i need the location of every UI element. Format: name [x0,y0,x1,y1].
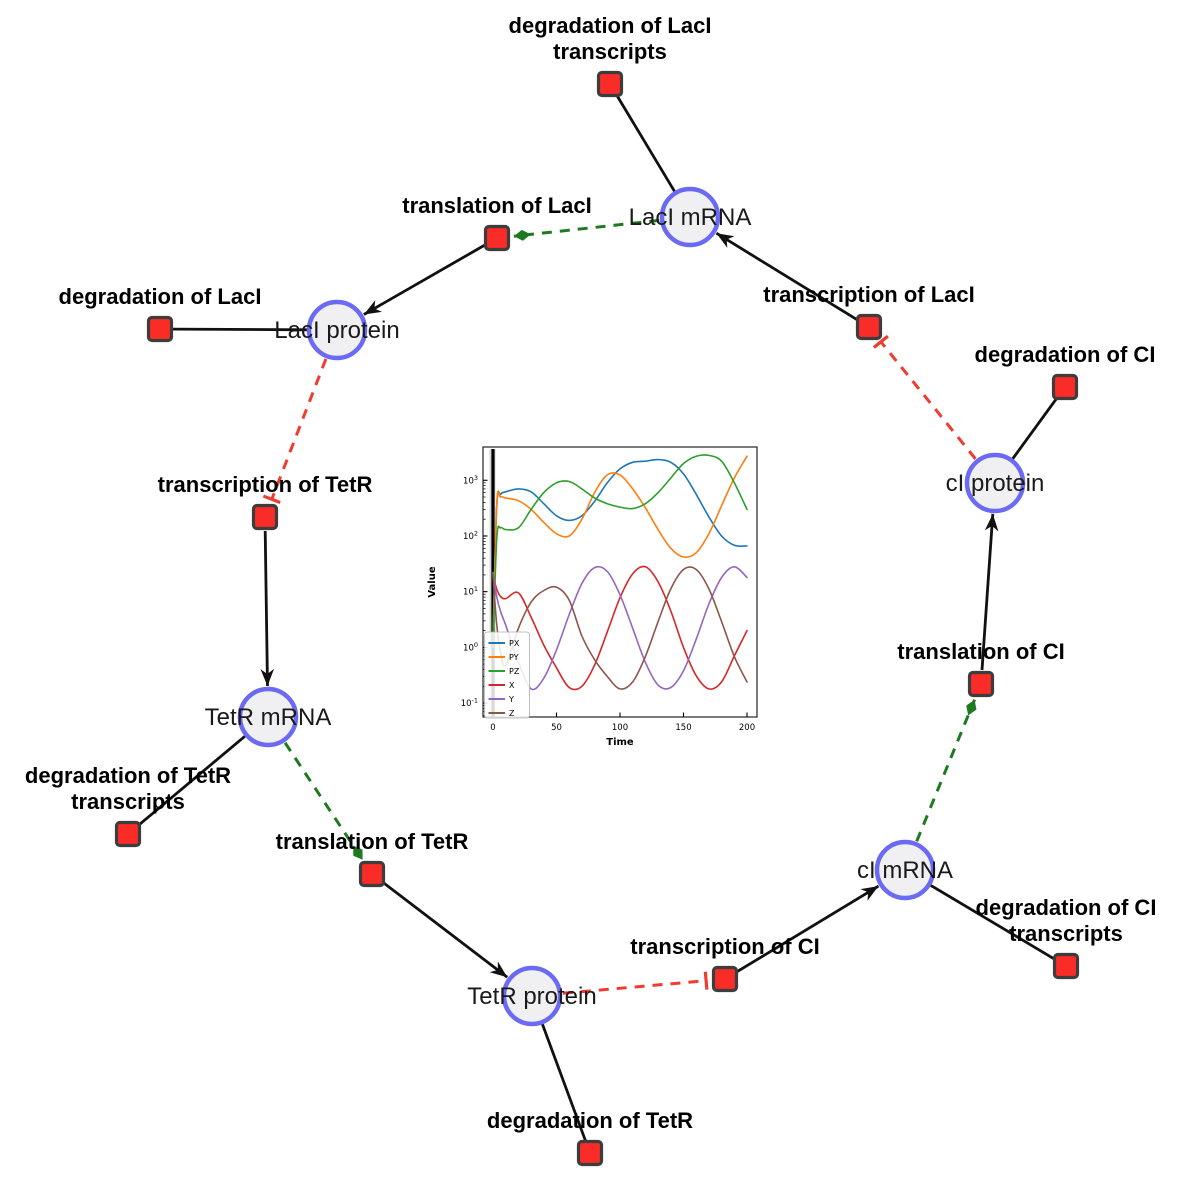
reaction-label-degradation-ci: degradation of CI [975,342,1156,367]
species-label-laci-protein: LacI protein [274,317,399,344]
reaction-node-degradation-laci[interactable] [146,315,174,343]
reaction-node-degradation-ci-transcripts[interactable] [1052,952,1080,980]
reaction-node-translation-ci[interactable] [967,670,995,698]
reaction-node-degradation-laci-transcripts[interactable] [596,70,624,98]
edge-product-transcription-ci-ci-mrna [736,884,880,973]
reaction-node-translation-tetr[interactable] [358,860,386,888]
edge-product-translation-tetr-tetr-protein [382,881,509,979]
edge-reactant-laci-protein-degradation-laci [172,327,308,332]
reaction-node-transcription-ci[interactable] [711,965,739,993]
legend-label-Z: Z [509,709,515,718]
species-node-tetr-protein[interactable] [501,965,563,1027]
reaction-label-translation-tetr: translation of TetR [276,829,469,854]
edge-reactant-ci-mrna-degradation-ci-transcripts [930,884,1056,961]
reaction-label-transcription-ci: transcription of CI [630,934,819,959]
legend-label-X: X [509,681,515,690]
edge-modifier-ci-mrna-translation-ci [915,699,977,842]
edge-modifier-laci-mrna-translation-laci [513,218,660,241]
nodes-layer: degradation of LacI transcripts translatio… [25,13,1157,1167]
edge-inhibition-ci-protein-transcription-laci [872,334,977,460]
reaction-node-transcription-laci[interactable] [855,313,883,341]
species-node-ci-mrna[interactable] [874,839,936,901]
edges-layer [137,94,1059,1142]
edge-product-transcription-tetr-tetr-mrna [260,530,275,687]
species-label-tetr-protein: TetR protein [467,983,596,1010]
y-tick-label: 10-1 [461,697,478,710]
species-label-ci-mrna: cI mRNA [857,857,953,884]
y-tick-label: 102 [463,529,478,542]
species-node-laci-mrna[interactable] [659,186,721,248]
legend-label-PX: PX [509,639,520,648]
reaction-label-transcription-tetr: transcription of TetR [158,472,373,497]
edge-product-translation-laci-laci-protein [363,243,486,316]
reaction-label-degradation-tetr: degradation of TetR [487,1108,693,1133]
edge-modifier-tetr-mrna-translation-tetr [283,741,364,861]
x-tick-label: 200 [739,723,755,733]
species-node-tetr-mrna[interactable] [237,686,299,748]
reaction-node-degradation-ci[interactable] [1051,373,1079,401]
legend-label-Y: Y [508,695,514,704]
species-label-tetr-mrna: TetR mRNA [205,704,332,731]
series-line-PX [492,458,748,639]
x-tick-label: 50 [551,723,562,733]
y-tick-label: 100 [463,641,478,654]
edge-product-transcription-laci-laci-mrna [715,232,858,321]
reaction-label-transcription-laci: transcription of LacI [763,282,974,307]
reaction-node-degradation-tetr-transcripts[interactable] [114,820,142,848]
chart-legend: PX PY PZ XYZ [484,631,530,719]
edge-inhibition-laci-protein-transcription-tetr [262,358,328,505]
reaction-label-degradation-tetr-transcripts: degradation of TetR transcripts [25,763,231,814]
reaction-label-degradation-ci-transcripts: degradation of CI transcripts [976,895,1157,946]
series-line-X [492,565,748,691]
species-label-laci-mrna: LacI mRNA [629,204,752,231]
y-tick-label: 103 [463,474,478,487]
edge-reactant-tetr-mrna-degradation-tetr-transcripts [137,735,246,827]
reaction-node-translation-laci[interactable] [483,224,511,252]
reaction-label-translation-laci: translation of LacI [402,193,591,218]
edge-reactant-ci-protein-degradation-ci [1011,396,1059,460]
species-node-ci-protein[interactable] [964,452,1026,514]
edge-inhibition-tetr-protein-transcription-ci [562,971,709,995]
series-line-PY [492,455,748,644]
x-tick-label: 100 [612,723,628,733]
reaction-label-translation-ci: translation of CI [897,639,1064,664]
species-label-ci-protein: cI protein [946,470,1045,497]
reaction-node-transcription-tetr[interactable] [251,503,279,531]
x-tick-label: 150 [675,723,691,733]
edge-product-translation-ci-ci-protein [980,513,999,671]
reaction-node-degradation-tetr[interactable] [576,1139,604,1167]
legend-label-PZ: PZ [509,667,520,676]
reaction-label-degradation-laci: degradation of LacI [59,284,262,309]
series-line-PZ [492,454,748,649]
reaction-label-degradation-laci-transcripts: degradation of LacI transcripts [509,13,712,64]
y-tick-label: 101 [463,585,478,598]
x-axis-label: Time [606,737,634,748]
edge-reactant-laci-mrna-degradation-laci-transcripts [615,94,676,193]
edge-reactant-tetr-protein-degradation-tetr [541,1023,587,1142]
species-node-laci-protein[interactable] [306,299,368,361]
legend-label-PY: PY [509,653,519,662]
y-axis-label: Value [427,566,438,597]
x-tick-label: 0 [490,723,495,733]
